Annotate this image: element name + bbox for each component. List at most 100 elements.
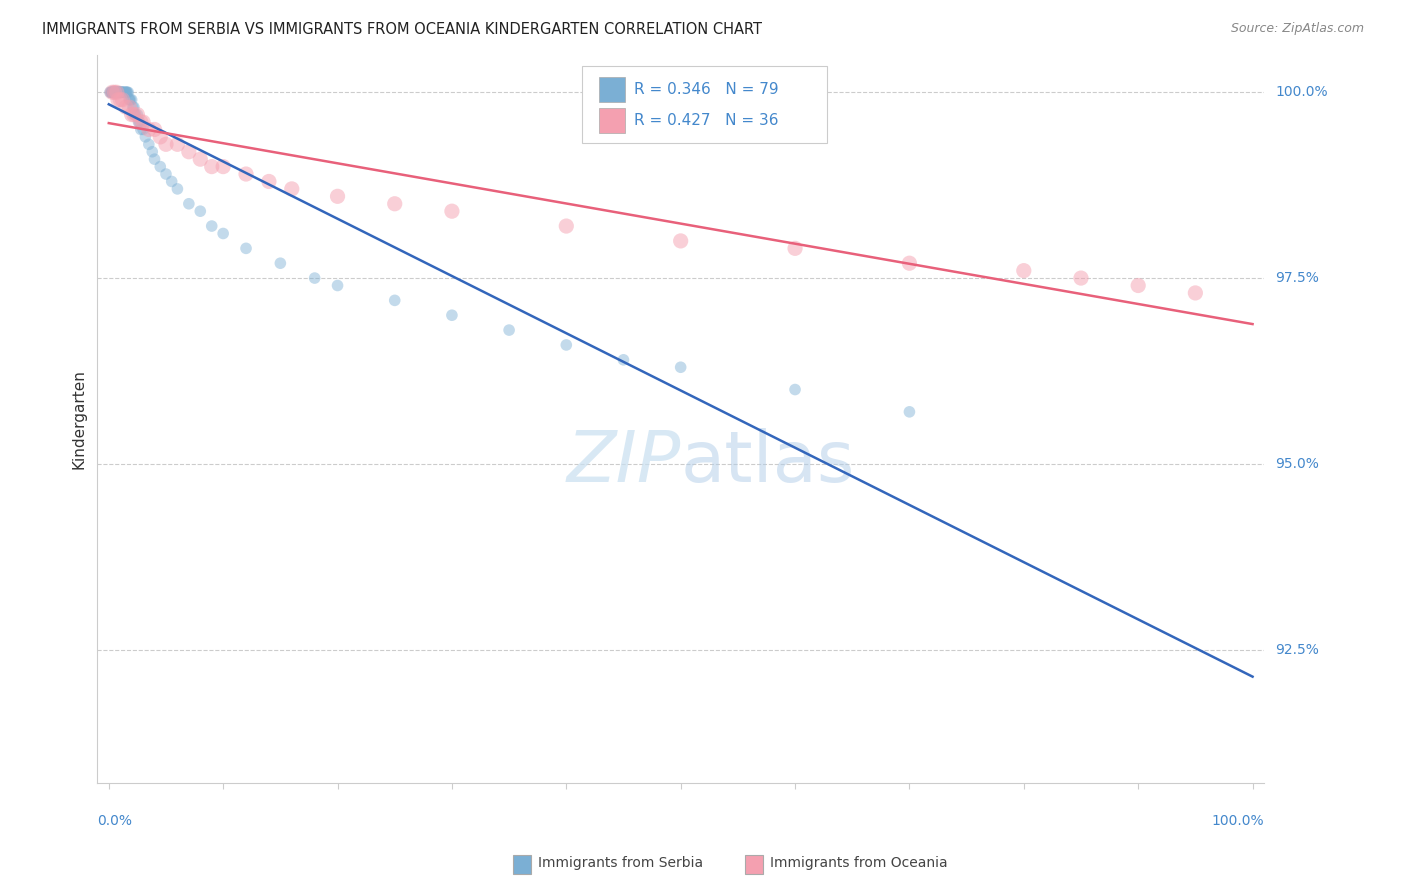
Point	[555, 338, 578, 352]
Point	[103, 85, 125, 99]
Point	[98, 85, 121, 99]
Point	[114, 85, 136, 99]
Text: R = 0.346   N = 79: R = 0.346 N = 79	[634, 82, 779, 97]
Point	[326, 278, 349, 293]
Point	[105, 85, 128, 99]
Point	[110, 85, 132, 99]
Point	[110, 85, 132, 99]
Point	[177, 145, 200, 159]
Point	[269, 256, 291, 270]
Point	[103, 85, 125, 99]
Text: Immigrants from Oceania: Immigrants from Oceania	[770, 856, 948, 871]
Point	[212, 160, 235, 174]
Point	[326, 189, 349, 203]
Point	[384, 196, 406, 211]
Point	[128, 115, 150, 129]
FancyBboxPatch shape	[599, 77, 624, 102]
Point	[669, 234, 692, 248]
Point	[107, 93, 129, 107]
Point	[177, 196, 200, 211]
Point	[105, 85, 128, 99]
Point	[143, 152, 166, 166]
Point	[120, 93, 142, 107]
Text: Immigrants from Serbia: Immigrants from Serbia	[538, 856, 703, 871]
Point	[138, 137, 160, 152]
Point	[100, 85, 122, 99]
Point	[440, 308, 463, 322]
Point	[110, 85, 132, 99]
Point	[1012, 263, 1035, 277]
Point	[101, 85, 124, 99]
Point	[121, 100, 143, 114]
Text: 92.5%: 92.5%	[1275, 642, 1319, 657]
Point	[108, 85, 131, 99]
Point	[107, 85, 129, 99]
FancyBboxPatch shape	[599, 108, 624, 134]
Point	[104, 85, 127, 99]
Point	[141, 145, 163, 159]
Point	[127, 107, 149, 121]
Point	[101, 85, 124, 99]
Point	[105, 85, 128, 99]
Point	[1070, 271, 1092, 285]
Point	[783, 241, 806, 255]
Point	[118, 93, 141, 107]
Point	[149, 160, 172, 174]
Text: Source: ZipAtlas.com: Source: ZipAtlas.com	[1230, 22, 1364, 36]
Point	[121, 107, 143, 121]
Point	[124, 107, 146, 121]
Point	[212, 227, 235, 241]
Point	[103, 85, 125, 99]
Text: 95.0%: 95.0%	[1275, 457, 1319, 471]
Point	[108, 85, 131, 99]
Point	[149, 129, 172, 144]
Point	[201, 160, 224, 174]
Point	[115, 85, 138, 99]
Point	[1128, 278, 1150, 293]
Point	[612, 352, 634, 367]
Point	[105, 85, 128, 99]
Point	[783, 383, 806, 397]
Point	[235, 167, 257, 181]
Point	[110, 93, 132, 107]
FancyBboxPatch shape	[582, 66, 827, 143]
Point	[103, 85, 125, 99]
Point	[104, 85, 127, 99]
Point	[128, 115, 150, 129]
Point	[898, 405, 921, 419]
Point	[188, 152, 211, 166]
Point	[132, 122, 155, 136]
Point	[201, 219, 224, 233]
Point	[103, 85, 125, 99]
Point	[127, 107, 149, 121]
Point	[107, 85, 129, 99]
Point	[103, 85, 125, 99]
Point	[166, 182, 188, 196]
Point	[118, 100, 141, 114]
Point	[110, 85, 132, 99]
Point	[166, 137, 188, 152]
Point	[101, 85, 124, 99]
Point	[103, 85, 125, 99]
Text: 97.5%: 97.5%	[1275, 271, 1319, 285]
Point	[160, 174, 183, 188]
Point	[104, 85, 127, 99]
Point	[155, 167, 177, 181]
Point	[112, 85, 135, 99]
Point	[1184, 285, 1206, 300]
Point	[111, 93, 134, 107]
Point	[134, 129, 156, 144]
Point	[669, 360, 692, 375]
Point	[115, 100, 138, 114]
Point	[498, 323, 520, 337]
Text: 0.0%: 0.0%	[97, 814, 132, 828]
Point	[122, 100, 145, 114]
Point	[111, 85, 134, 99]
Point	[235, 241, 257, 255]
Point	[898, 256, 921, 270]
Point	[129, 115, 152, 129]
Point	[103, 85, 125, 99]
Text: R = 0.427   N = 36: R = 0.427 N = 36	[634, 113, 779, 128]
Text: 100.0%: 100.0%	[1275, 86, 1327, 99]
Text: IMMIGRANTS FROM SERBIA VS IMMIGRANTS FROM OCEANIA KINDERGARTEN CORRELATION CHART: IMMIGRANTS FROM SERBIA VS IMMIGRANTS FRO…	[42, 22, 762, 37]
